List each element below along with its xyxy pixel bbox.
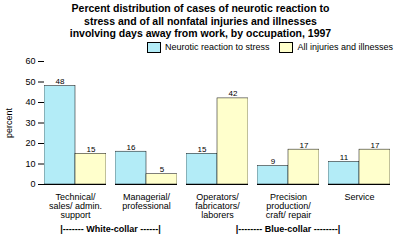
svg-text:11: 11 xyxy=(340,153,349,162)
svg-text:|-------- Blue-collar --------: |-------- Blue-collar --------| xyxy=(236,224,341,234)
svg-text:Precisionproduction/craft/ rep: Precisionproduction/craft/ repair xyxy=(266,192,312,220)
svg-text:16: 16 xyxy=(127,142,136,151)
svg-text:17: 17 xyxy=(300,140,309,149)
svg-text:40: 40 xyxy=(25,97,35,107)
svg-text:Managerial/professional: Managerial/professional xyxy=(122,192,171,211)
svg-text:17: 17 xyxy=(371,140,380,149)
svg-text:|------- White-collar ------|: |------- White-collar ------| xyxy=(60,224,161,234)
svg-text:5: 5 xyxy=(160,165,165,174)
svg-text:Operators/fabricators/laborers: Operators/fabricators/laborers xyxy=(195,192,240,220)
svg-text:20: 20 xyxy=(25,138,35,148)
svg-text:10: 10 xyxy=(25,159,35,169)
svg-text:15: 15 xyxy=(198,145,207,154)
svg-text:42: 42 xyxy=(229,89,238,98)
svg-text:Technical/sales/ admin.support: Technical/sales/ admin.support xyxy=(49,192,102,220)
svg-text:30: 30 xyxy=(25,118,35,128)
html-text:Neurotic reaction to stress: Neurotic reaction to stress xyxy=(164,42,270,53)
html-text:Percent distribution of cases: Percent distribution of cases of neuroti… xyxy=(69,2,332,40)
svg-text:0: 0 xyxy=(30,179,35,189)
svg-text:15: 15 xyxy=(87,145,96,154)
svg-text:Service: Service xyxy=(344,192,374,202)
svg-text:9: 9 xyxy=(271,157,276,166)
svg-text:percent: percent xyxy=(4,107,14,138)
svg-text:48: 48 xyxy=(56,77,65,86)
svg-text:50: 50 xyxy=(25,77,35,87)
html-text:All injuries and illnesses: All injuries and illnesses xyxy=(297,42,393,53)
svg-text:60: 60 xyxy=(25,56,35,66)
